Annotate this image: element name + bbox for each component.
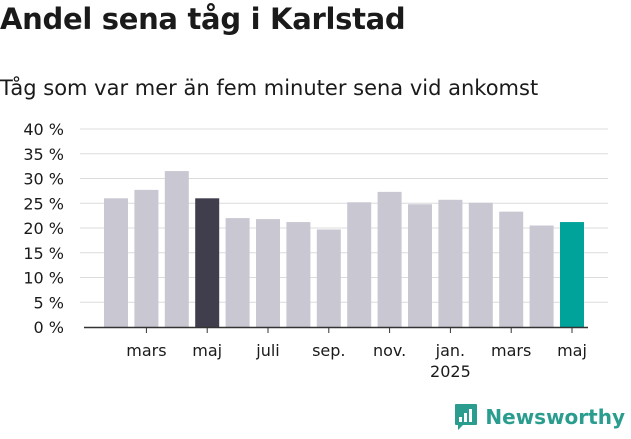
y-tick-label: 15 % xyxy=(23,244,64,263)
brand-logo[interactable]: Newsworthy xyxy=(454,403,625,431)
bar-2024-06 xyxy=(225,218,250,327)
y-tick-label: 5 % xyxy=(34,293,64,312)
y-tick-label: 30 % xyxy=(23,170,64,189)
chart-subtitle: Tåg som var mer än fem minuter sena vid … xyxy=(0,76,539,100)
brand-name: Newsworthy xyxy=(485,405,625,429)
bar-2025-02 xyxy=(468,202,493,327)
bar-2024-12 xyxy=(408,204,432,327)
chart-title: Andel sena tåg i Karlstad xyxy=(0,2,406,36)
newsworthy-logo-icon xyxy=(455,404,478,430)
bar-chart: 0 % 5 % 10 % 15 % 20 % 25 % 30 % 35 % 40 % mars ma… xyxy=(23,120,608,381)
x-tick-label: mars xyxy=(491,341,531,360)
y-tick-label: 40 % xyxy=(23,120,64,139)
bar-2025-05 xyxy=(560,222,584,327)
bar-2024-09 xyxy=(316,229,341,327)
y-tick-label: 25 % xyxy=(23,194,64,213)
x-tick-label: nov. xyxy=(373,341,406,360)
x-tick-label: jan. xyxy=(435,341,465,360)
bar-2024-10 xyxy=(347,202,372,327)
x-tick-sublabel: 2025 xyxy=(430,362,471,381)
bar-2024-03 xyxy=(134,189,159,327)
x-tick-label: mars xyxy=(126,341,166,360)
bar-2024-05 xyxy=(195,198,220,327)
x-tick-label: juli xyxy=(255,341,279,360)
bar-2024-02 xyxy=(104,198,128,327)
y-tick-label: 20 % xyxy=(23,219,64,238)
bar-2025-04 xyxy=(529,225,554,327)
x-tick-label: sep. xyxy=(312,341,345,360)
y-tick-label: 0 % xyxy=(34,318,64,337)
x-tick-label: maj xyxy=(192,341,222,360)
x-tick-label: maj xyxy=(557,341,587,360)
bar-2024-11 xyxy=(377,191,402,327)
bar-2025-01 xyxy=(438,199,463,327)
bar-2025-03 xyxy=(499,211,524,327)
y-tick-label: 10 % xyxy=(23,269,64,288)
bar-2024-07 xyxy=(256,219,280,327)
y-tick-label: 35 % xyxy=(23,145,64,164)
bar-2024-04 xyxy=(164,171,189,327)
bar-2024-08 xyxy=(286,222,311,327)
